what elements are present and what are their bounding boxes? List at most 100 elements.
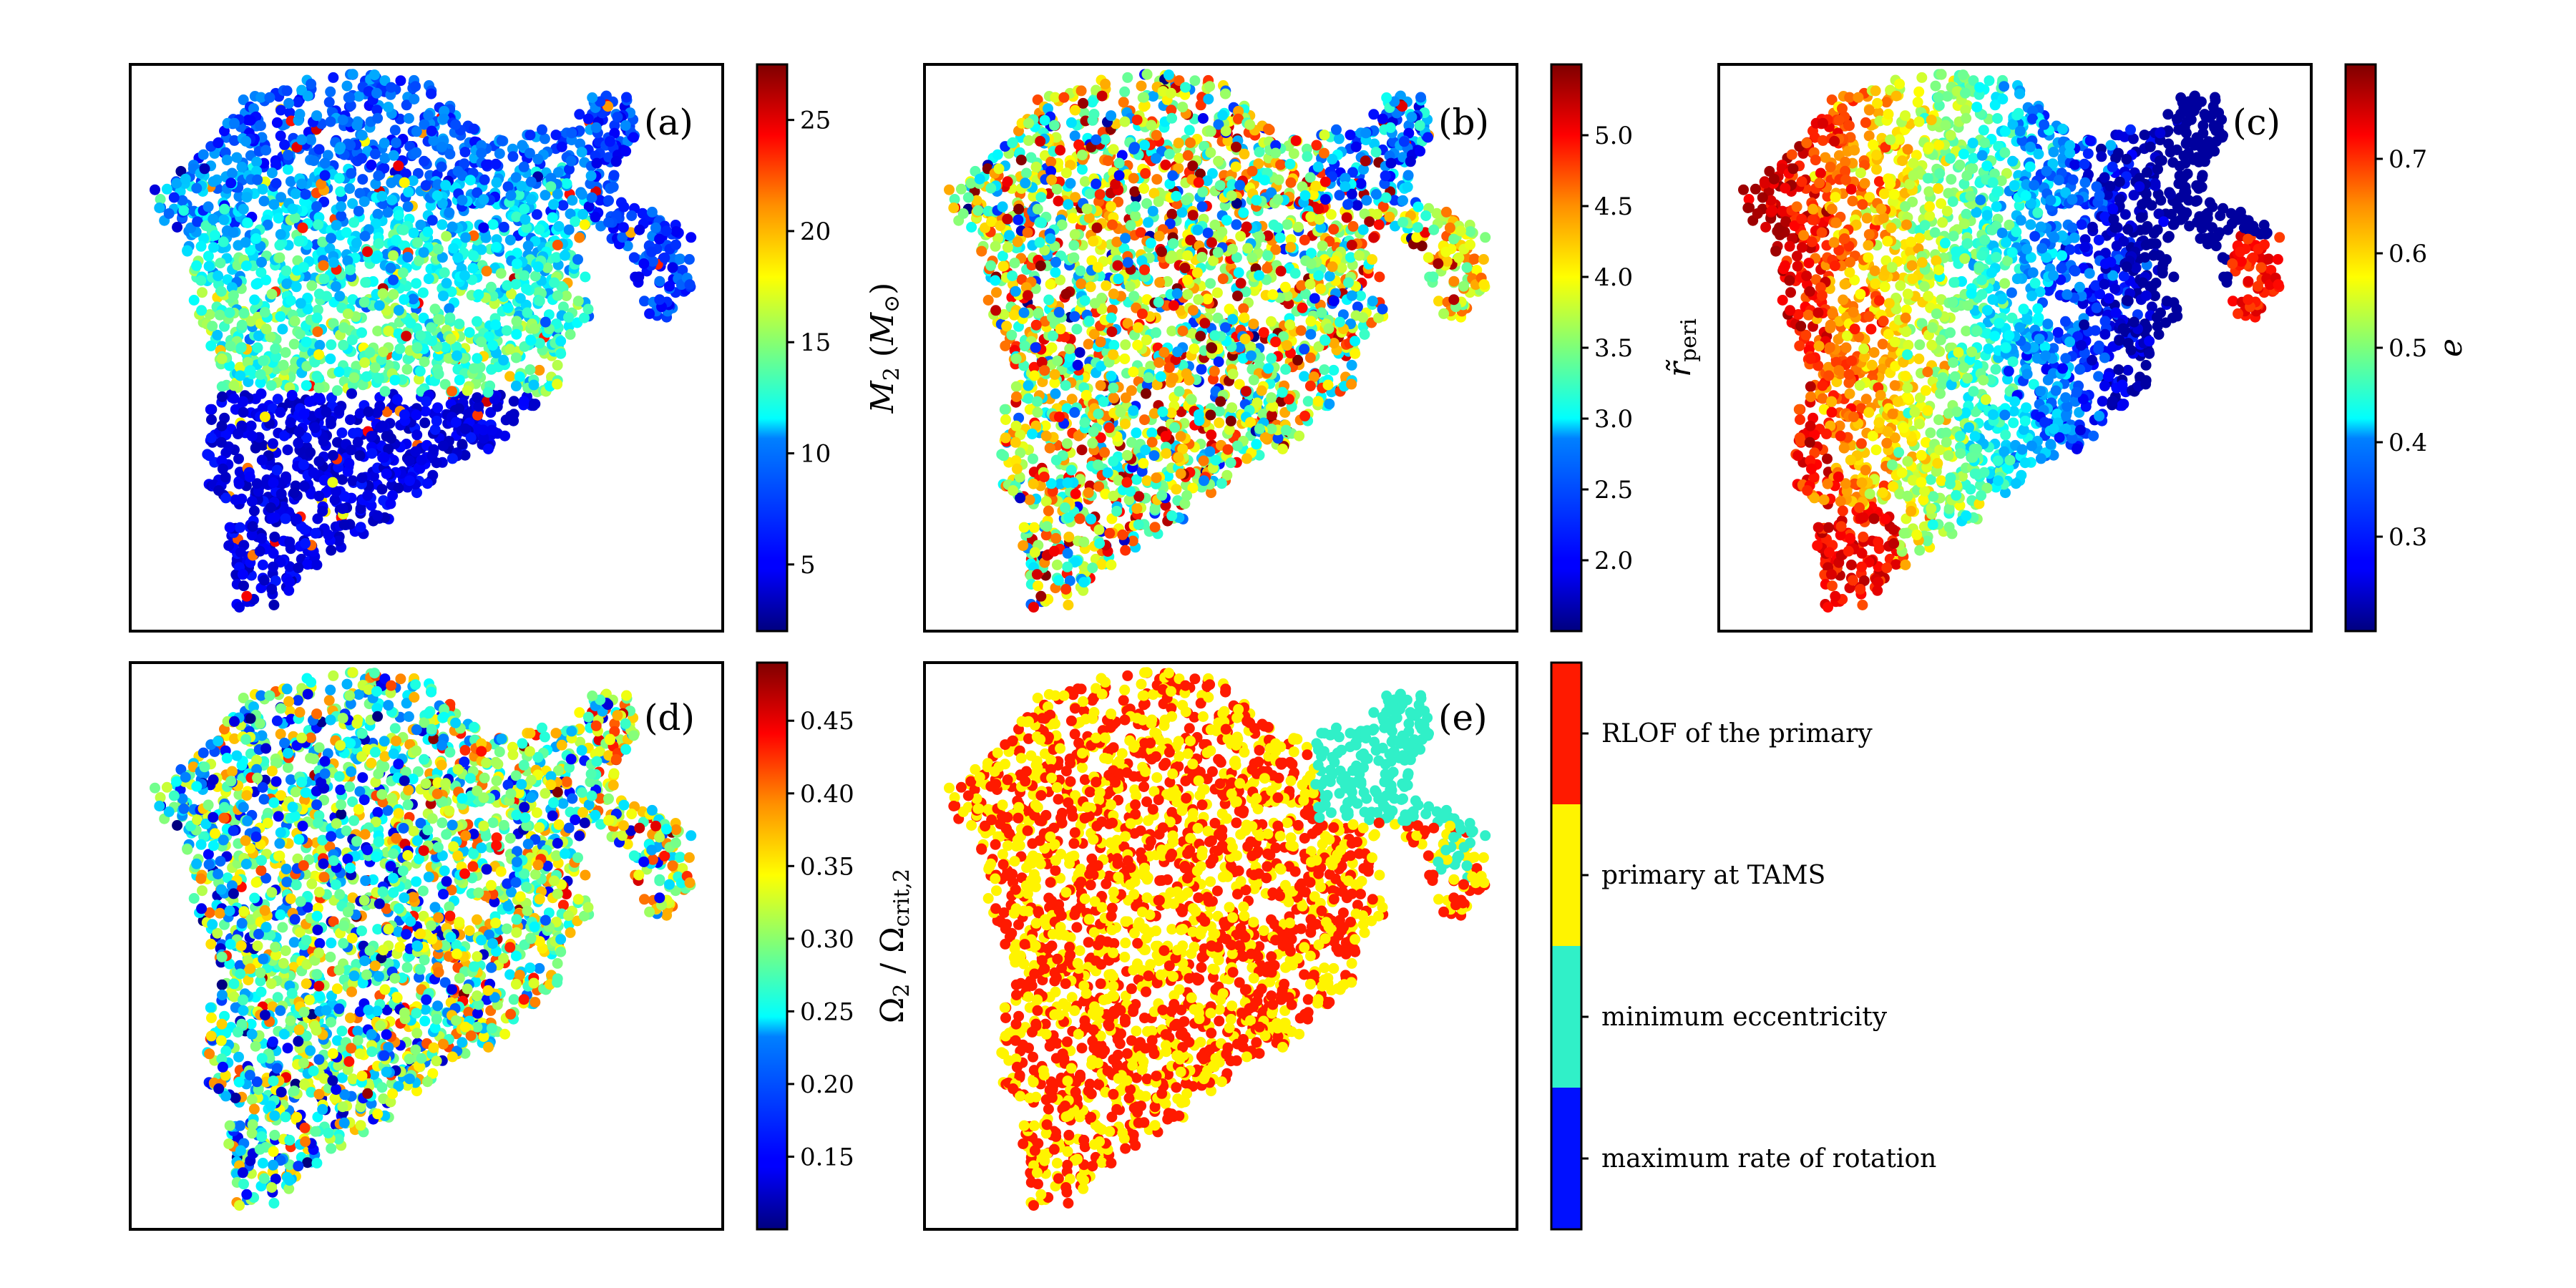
scatter-point — [1231, 219, 1242, 230]
scatter-point — [287, 203, 298, 215]
scatter-point — [1214, 180, 1226, 191]
scatter-point — [580, 271, 591, 283]
scatter-point — [403, 186, 414, 197]
scatter-point — [1263, 363, 1274, 374]
scatter-point — [258, 575, 270, 586]
scatter-point — [480, 232, 492, 243]
scatter-point — [1076, 444, 1088, 456]
scatter-point — [1174, 386, 1185, 397]
scatter-point — [1010, 381, 1022, 392]
scatter-point — [391, 235, 402, 245]
scatter-point — [362, 489, 374, 501]
scatter-point — [210, 230, 220, 241]
scatter-point — [1029, 370, 1040, 381]
scatter-point — [654, 233, 665, 245]
scatter-point — [311, 201, 323, 213]
scatter-point — [1266, 392, 1277, 404]
scatter-point — [1324, 270, 1335, 282]
scatter-point — [386, 195, 398, 205]
scatter-point — [525, 130, 536, 141]
scatter-point — [441, 278, 452, 289]
scatter-point — [356, 130, 368, 141]
scatter-point — [1099, 447, 1111, 458]
scatter-point — [1256, 385, 1267, 396]
scatter-point — [1380, 192, 1392, 203]
scatter-point — [1153, 196, 1164, 208]
scatter-point — [1319, 176, 1331, 187]
scatter-point — [1070, 488, 1081, 499]
scatter-point — [459, 423, 471, 434]
scatter-point — [1290, 135, 1302, 147]
scatter-point — [1328, 364, 1340, 376]
scatter-point — [548, 199, 560, 210]
scatter-point — [341, 80, 353, 92]
scatter-point — [549, 277, 560, 288]
scatter-point — [1312, 396, 1324, 407]
scatter-point — [1171, 288, 1183, 299]
scatter-point — [331, 385, 343, 396]
scatter-point — [603, 217, 614, 228]
scatter-point — [1151, 327, 1161, 338]
scatter-point — [375, 422, 386, 433]
scatter-point — [313, 382, 325, 394]
colorbar-gradient — [756, 63, 789, 633]
scatter-point — [331, 280, 341, 292]
scatter-point — [1141, 388, 1151, 399]
scatter-point — [476, 336, 487, 348]
scatter-point — [1238, 303, 1249, 314]
scatter-point — [534, 364, 545, 376]
scatter-point — [240, 260, 252, 271]
scatter-point — [387, 490, 399, 501]
scatter-point — [1149, 522, 1161, 533]
scatter-point — [1007, 270, 1018, 281]
scatter-point — [545, 181, 557, 192]
scatter-point — [1213, 155, 1224, 167]
scatter-point — [1028, 522, 1040, 533]
scatter-point — [483, 444, 494, 454]
scatter-point — [452, 350, 462, 361]
scatter-point — [351, 119, 363, 131]
scatter-point — [293, 437, 304, 449]
scatter-point — [1068, 240, 1080, 251]
scatter-point — [366, 448, 378, 459]
scatter-point — [683, 254, 695, 265]
scatter-point — [530, 399, 541, 410]
scatter-point — [525, 335, 537, 346]
scatter-point — [238, 396, 249, 407]
scatter-point — [486, 364, 497, 375]
scatter-point — [259, 306, 270, 318]
scatter-point — [1196, 201, 1208, 213]
scatter-point — [423, 273, 434, 285]
scatter-point — [313, 456, 325, 467]
scatter-point — [280, 347, 291, 358]
scatter-point — [1197, 113, 1209, 124]
scatter-point — [955, 183, 967, 195]
scatter-point — [345, 140, 356, 151]
scatter-point — [408, 228, 419, 239]
scatter-point — [1093, 524, 1105, 535]
scatter-point — [354, 450, 366, 462]
scatter-point — [381, 431, 392, 442]
scatter-point — [1357, 224, 1369, 235]
scatter-point — [241, 590, 253, 602]
scatter-point — [420, 180, 431, 191]
scatter-point — [525, 364, 536, 376]
scatter-point — [411, 126, 422, 137]
scatter-point — [214, 309, 225, 321]
scatter-point — [555, 348, 567, 359]
scatter-point — [333, 405, 345, 416]
scatter-point — [1350, 141, 1362, 152]
scatter-point — [311, 110, 323, 122]
scatter-point — [1175, 468, 1186, 479]
scatter-point — [1227, 313, 1239, 325]
scatter-point — [620, 145, 632, 157]
scatter-point — [626, 210, 638, 221]
scatter-point — [566, 127, 577, 139]
scatter-point — [1163, 148, 1175, 160]
scatter-point — [540, 316, 551, 328]
scatter-point — [1248, 318, 1259, 330]
scatter-point — [1015, 155, 1027, 166]
scatter-point — [530, 270, 541, 282]
scatter-point — [1214, 417, 1225, 429]
scatter-point — [462, 385, 473, 396]
